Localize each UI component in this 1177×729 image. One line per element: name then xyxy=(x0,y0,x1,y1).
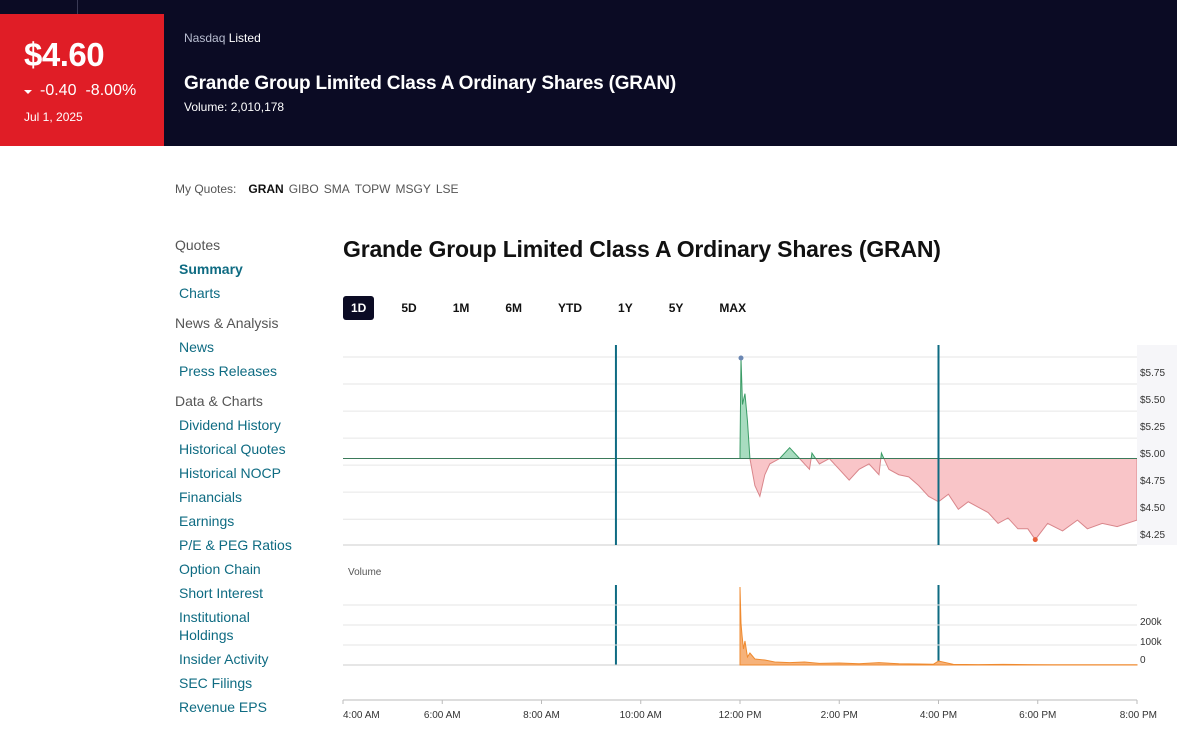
volume-chart-label: Volume xyxy=(348,567,382,578)
sidebar-item-earnings[interactable]: Earnings xyxy=(179,513,235,529)
my-quote-link[interactable]: MSGY xyxy=(395,182,431,196)
volume-label: Volume: xyxy=(184,100,228,114)
net-change: -0.40 xyxy=(40,82,77,99)
my-quote-link[interactable]: LSE xyxy=(435,182,459,196)
my-quotes: My Quotes: GRAN GIBO SMA TOPW MSGY LSE xyxy=(175,182,464,196)
range-tab-1y[interactable]: 1Y xyxy=(618,301,633,315)
price-box: $4.60 -0.40 -8.00% Jul 1, 2025 xyxy=(0,14,164,146)
caret-down-icon xyxy=(24,89,32,94)
header-divider xyxy=(77,0,78,14)
x-tick-label: 6:00 PM xyxy=(1019,710,1056,721)
price-tick-label: $4.50 xyxy=(1140,503,1165,514)
range-tab-5d[interactable]: 5D xyxy=(401,301,417,315)
x-tick-label: 4:00 PM xyxy=(920,710,957,721)
range-tab-1m[interactable]: 1M xyxy=(452,301,470,315)
header-volume: Volume: 2,010,178 xyxy=(184,100,284,114)
volume-tick-label: 200k xyxy=(1140,617,1163,628)
x-tick-label: 8:00 AM xyxy=(523,710,560,721)
x-tick-label: 4:00 AM xyxy=(343,710,380,721)
price-tick-label: $5.50 xyxy=(1140,395,1165,406)
sidebar-section-data: Data & Charts xyxy=(175,393,263,409)
sidebar-section-news: News & Analysis xyxy=(175,315,279,331)
sidebar-item-insider-activity[interactable]: Insider Activity xyxy=(179,651,269,667)
sidebar-item-news[interactable]: News xyxy=(179,339,215,355)
x-tick-label: 10:00 AM xyxy=(620,710,662,721)
sidebar-item-pe-peg-ratios[interactable]: P/E & PEG Ratios xyxy=(179,537,292,553)
sidebar-item-sec-filings[interactable]: SEC Filings xyxy=(179,675,253,691)
x-tick-label: 2:00 PM xyxy=(821,710,858,721)
my-quote-link[interactable]: SMA xyxy=(323,182,350,196)
sidebar-item-summary[interactable]: Summary xyxy=(179,261,243,277)
price-tick-label: $5.00 xyxy=(1140,449,1165,460)
sidebar-item-option-chain[interactable]: Option Chain xyxy=(179,561,261,577)
my-quote-link[interactable]: TOPW xyxy=(354,182,391,196)
high-marker xyxy=(738,355,744,361)
change-row: -0.40 -8.00% xyxy=(24,82,164,100)
price-tick-label: $5.25 xyxy=(1140,422,1165,433)
sidebar-nav: Quotes Summary Charts News & Analysis Ne… xyxy=(175,236,325,722)
sidebar-item-press-releases[interactable]: Press Releases xyxy=(179,363,278,379)
volume-value: 2,010,178 xyxy=(230,100,285,114)
sidebar-item-financials[interactable]: Financials xyxy=(179,489,243,505)
volume-tick-label: 100k xyxy=(1140,637,1163,648)
page-title: Grande Group Limited Class A Ordinary Sh… xyxy=(343,236,941,262)
sidebar-item-revenue-eps[interactable]: Revenue EPS xyxy=(179,699,267,715)
sidebar-item-institutional-holdings[interactable]: Institutional Holdings xyxy=(179,609,250,643)
range-tab-5y[interactable]: 5Y xyxy=(668,301,684,315)
percent-change: -8.00% xyxy=(85,82,137,99)
range-tab-6m[interactable]: 6M xyxy=(505,301,523,315)
range-tab-1d[interactable]: 1D xyxy=(343,296,375,320)
listed-label: Listed xyxy=(228,31,261,45)
header-title: Grande Group Limited Class A Ordinary Sh… xyxy=(184,73,676,94)
volume-tick-label: 0 xyxy=(1140,655,1146,666)
my-quote-link[interactable]: GRAN xyxy=(248,182,284,196)
x-tick-label: 12:00 PM xyxy=(719,710,762,721)
exchange-name: Nasdaq xyxy=(184,31,226,45)
price-tick-label: $5.75 xyxy=(1140,368,1165,379)
range-tab-ytd[interactable]: YTD xyxy=(558,301,583,315)
last-price: $4.60 xyxy=(24,36,105,73)
price-tick-label: $4.75 xyxy=(1140,476,1165,487)
my-quotes-label: My Quotes: xyxy=(175,182,237,196)
exchange-listing: Nasdaq Listed xyxy=(184,31,261,45)
range-tab-max[interactable]: MAX xyxy=(719,301,747,315)
range-tabs: 1D 5D 1M 6M YTD 1Y 5Y MAX xyxy=(343,296,754,320)
sidebar-item-dividend-history[interactable]: Dividend History xyxy=(179,417,281,433)
x-tick-label: 8:00 PM xyxy=(1120,710,1157,721)
sidebar-item-historical-quotes[interactable]: Historical Quotes xyxy=(179,441,286,457)
volume-area xyxy=(739,586,1138,666)
low-marker xyxy=(1032,537,1038,543)
x-tick-label: 6:00 AM xyxy=(424,710,461,721)
sidebar-section-quotes: Quotes xyxy=(175,237,221,253)
quote-date: Jul 1, 2025 xyxy=(24,110,83,124)
quote-header: $4.60 -0.40 -8.00% Jul 1, 2025 Nasdaq Li… xyxy=(0,0,1177,146)
price-tick-label: $4.25 xyxy=(1140,530,1165,541)
price-axis-band xyxy=(1137,345,1177,545)
sidebar-item-short-interest[interactable]: Short Interest xyxy=(179,585,264,601)
sidebar-item-charts[interactable]: Charts xyxy=(179,285,221,301)
my-quote-link[interactable]: GIBO xyxy=(288,182,319,196)
sidebar-item-historical-nocp[interactable]: Historical NOCP xyxy=(179,465,281,481)
